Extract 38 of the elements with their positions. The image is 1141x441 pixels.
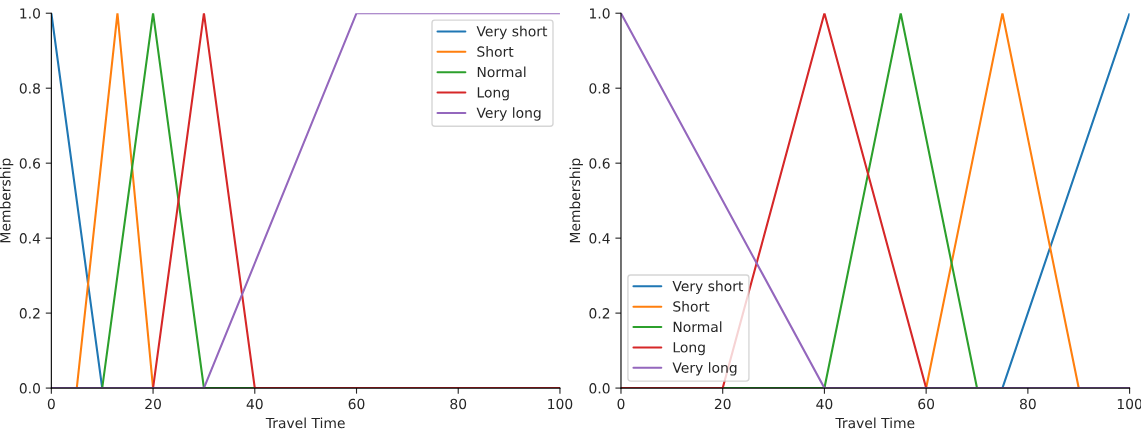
y-axis-title: Membership [569,158,583,243]
x-tick-label: 60 [918,398,935,410]
y-tick-label: 1.0 [20,8,41,19]
x-axis-title: Travel Time [835,417,915,429]
y-tick-label: 0.8 [589,83,610,94]
x-tick-label: 60 [348,398,365,410]
y-tick-label: 0.0 [589,383,610,394]
legend-label: Very long [476,107,541,121]
x-tick-label: 40 [246,398,263,410]
x-tick-label: 100 [1117,398,1141,410]
x-tick-label: 20 [714,398,731,410]
x-tick-label: 40 [816,398,833,410]
legend-label: Very long [672,362,737,376]
y-tick-label: 0.4 [19,233,41,244]
y-axis-title: Membership [0,158,14,243]
legend-label: Short [673,300,710,312]
y-tick-label: 0.2 [19,308,40,319]
y-tick-label: 0.8 [19,83,40,94]
y-tick-label: 0.4 [589,233,610,244]
legend-label: Normal [477,66,526,78]
y-tick-label: 1.0 [590,8,610,19]
legend-label: Long [477,87,509,101]
legend-label: Normal [673,321,722,333]
x-tick-label: 80 [1019,398,1036,410]
x-tick-label: 20 [145,398,161,410]
legend-label: Very short [672,280,744,295]
x-tick-label: 100 [548,398,573,410]
y-tick-label: 0.0 [19,383,41,394]
x-tick-label: 80 [450,398,467,410]
legend-label: Very short [476,25,548,40]
y-tick-label: 0.6 [589,158,610,169]
x-tick-label: 0 [617,398,625,410]
legend-label: Short [477,46,514,57]
y-tick-label: 0.6 [19,158,41,169]
x-axis-title: Travel Time [265,417,345,429]
legend-label: Long [673,342,705,356]
x-tick-label: 0 [47,398,55,410]
y-tick-label: 0.2 [589,308,610,319]
